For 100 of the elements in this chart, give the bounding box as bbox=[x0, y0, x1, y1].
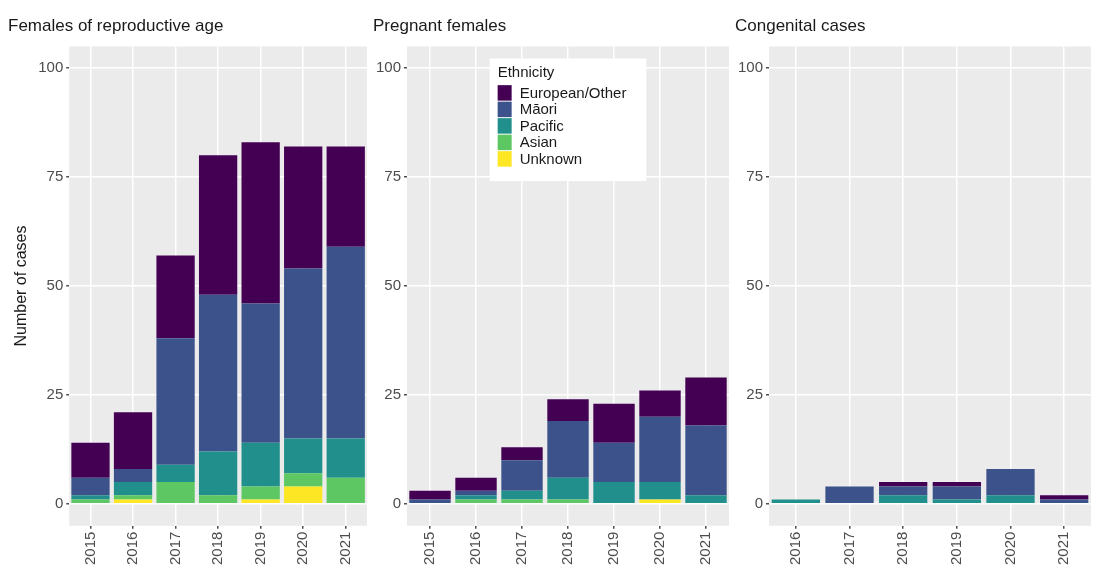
bar bbox=[198, 294, 238, 452]
y-tick-label: 75 bbox=[746, 167, 764, 185]
bar bbox=[71, 499, 110, 504]
x-tick-label: 2017 bbox=[165, 531, 183, 566]
y-tick-label: 100 bbox=[738, 58, 764, 76]
bar bbox=[593, 442, 635, 483]
bar bbox=[113, 482, 153, 496]
bar bbox=[501, 447, 543, 461]
bar bbox=[241, 486, 280, 500]
bar bbox=[501, 460, 543, 491]
y-tick-label: 0 bbox=[54, 493, 64, 511]
bar bbox=[932, 486, 981, 500]
x-tick-label: 2021 bbox=[335, 531, 353, 566]
bar bbox=[326, 438, 365, 478]
y-tick-label: 50 bbox=[384, 276, 402, 294]
x-tick-label: 2018 bbox=[208, 531, 226, 566]
legend-label: Māori bbox=[519, 100, 558, 118]
bar bbox=[932, 482, 981, 487]
bar bbox=[113, 468, 153, 483]
legend-title: Ethnicity bbox=[497, 62, 555, 80]
bar bbox=[685, 495, 727, 504]
chart-title: Females of reproductive age bbox=[8, 15, 224, 35]
x-tick-label: 2021 bbox=[696, 531, 714, 566]
x-tick-label: 2021 bbox=[1054, 531, 1072, 566]
bar bbox=[198, 451, 238, 496]
x-tick-label: 2019 bbox=[946, 531, 964, 566]
bar bbox=[547, 421, 589, 478]
legend-label: European/Other bbox=[519, 83, 627, 101]
bar bbox=[113, 412, 153, 469]
bar bbox=[156, 338, 195, 465]
x-tick-label: 2015 bbox=[80, 531, 98, 566]
bar bbox=[326, 146, 365, 247]
y-tick-label: 100 bbox=[38, 58, 64, 76]
bar bbox=[409, 499, 451, 504]
y-tick-label: 50 bbox=[46, 276, 64, 294]
legend-label: Unknown bbox=[519, 149, 583, 167]
bar bbox=[326, 246, 365, 439]
bar bbox=[593, 403, 635, 443]
y-tick-label: 25 bbox=[746, 385, 764, 403]
bar bbox=[241, 442, 280, 487]
bar bbox=[501, 490, 543, 500]
bar bbox=[409, 490, 451, 500]
y-tick-label: 25 bbox=[46, 385, 64, 403]
x-tick-label: 2020 bbox=[650, 531, 668, 566]
legend-label: Pacific bbox=[519, 116, 565, 134]
bar bbox=[284, 268, 323, 439]
bar bbox=[284, 438, 323, 474]
x-tick-label: 2016 bbox=[466, 531, 484, 566]
bar bbox=[455, 495, 497, 500]
bar bbox=[71, 442, 110, 478]
bar bbox=[547, 399, 589, 422]
bar bbox=[986, 468, 1035, 496]
bar bbox=[639, 482, 681, 500]
bar bbox=[879, 482, 928, 487]
bar bbox=[825, 486, 874, 504]
x-tick-label: 2019 bbox=[250, 531, 268, 566]
chart-title: Pregnant females bbox=[373, 15, 507, 35]
x-tick-label: 2020 bbox=[1000, 531, 1018, 566]
y-tick-label: 0 bbox=[754, 493, 764, 511]
bar bbox=[455, 499, 497, 504]
bar bbox=[455, 477, 497, 491]
bar bbox=[1040, 499, 1089, 504]
legend-label: Asian bbox=[519, 133, 558, 151]
y-tick-label: 75 bbox=[384, 167, 402, 185]
bar bbox=[455, 490, 497, 496]
chart-title: Congenital cases bbox=[735, 15, 866, 35]
bar bbox=[547, 477, 589, 500]
bar bbox=[284, 473, 323, 487]
y-tick-label: 25 bbox=[384, 385, 402, 403]
bar bbox=[284, 146, 323, 269]
bar bbox=[932, 499, 981, 504]
bar bbox=[771, 499, 821, 504]
x-tick-label: 2015 bbox=[420, 531, 438, 566]
y-tick-label: 75 bbox=[46, 167, 64, 185]
bar bbox=[879, 495, 928, 504]
bar bbox=[241, 303, 280, 443]
bar bbox=[593, 482, 635, 504]
bar bbox=[685, 377, 727, 426]
bar bbox=[639, 499, 681, 504]
bar bbox=[71, 477, 110, 496]
bar bbox=[113, 499, 153, 504]
bar bbox=[1040, 495, 1089, 500]
bar bbox=[241, 499, 280, 504]
y-tick-label: 100 bbox=[376, 58, 402, 76]
x-tick-label: 2016 bbox=[786, 531, 803, 566]
bar bbox=[639, 390, 681, 417]
x-tick-label: 2017 bbox=[512, 531, 530, 566]
x-tick-label: 2018 bbox=[893, 531, 911, 566]
y-tick-label: 50 bbox=[746, 276, 764, 294]
bar bbox=[113, 495, 153, 500]
bar bbox=[986, 495, 1035, 504]
bar bbox=[326, 477, 365, 504]
x-tick-label: 2016 bbox=[123, 531, 141, 566]
bar bbox=[284, 486, 323, 504]
bar bbox=[156, 482, 195, 504]
bar bbox=[639, 416, 681, 483]
bar bbox=[685, 425, 727, 496]
bar bbox=[156, 464, 195, 483]
x-tick-label: 2017 bbox=[839, 531, 857, 566]
bar bbox=[879, 486, 928, 496]
